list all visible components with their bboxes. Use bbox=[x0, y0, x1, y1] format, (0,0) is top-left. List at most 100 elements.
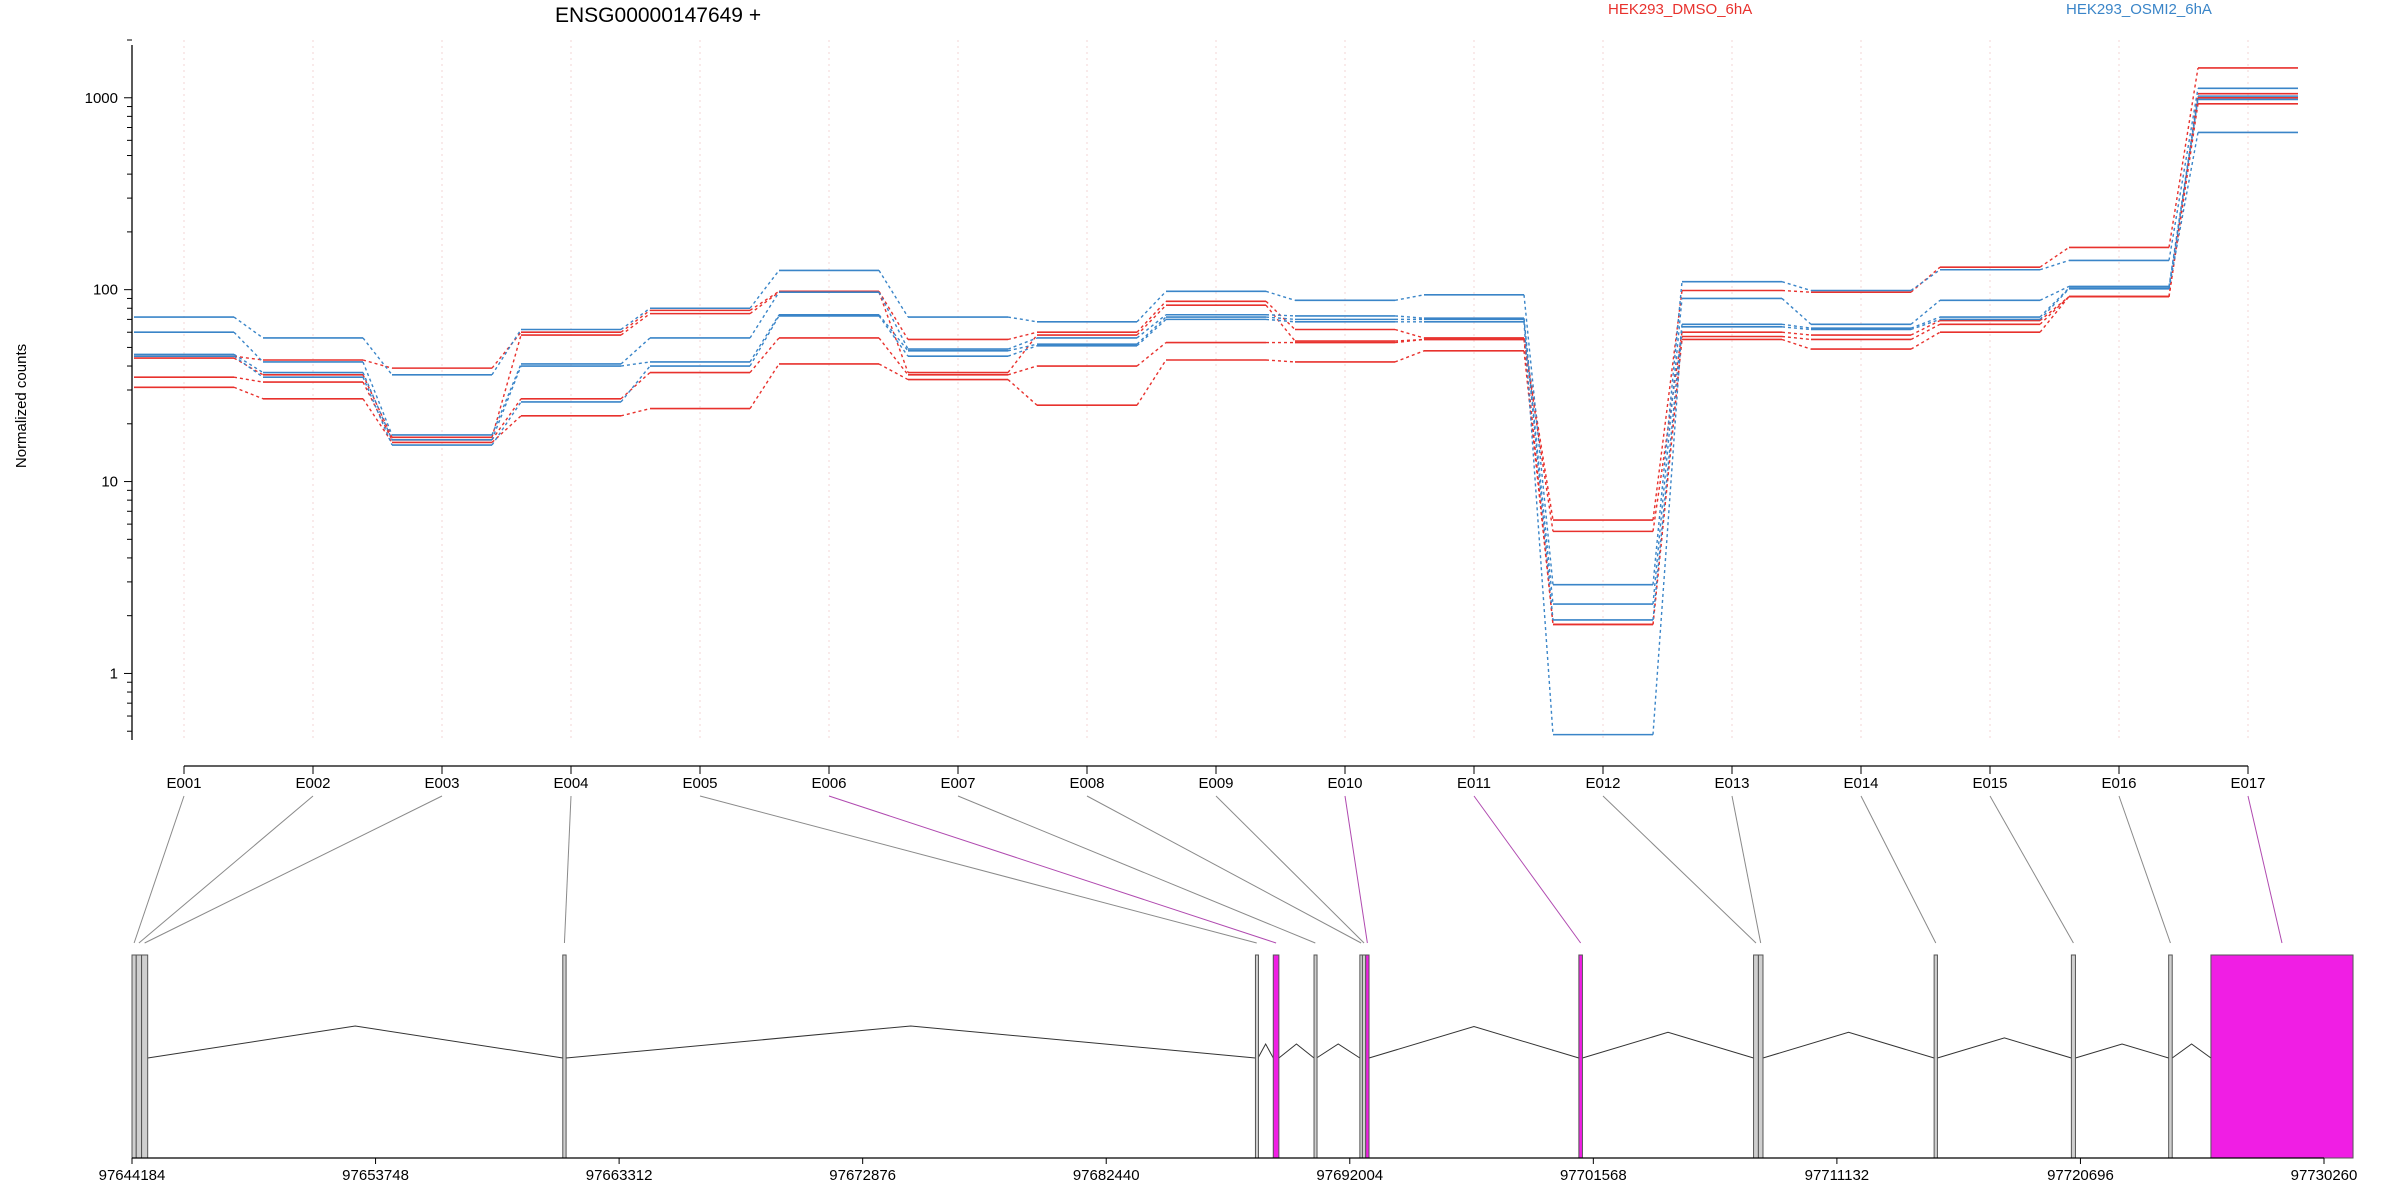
series-connector bbox=[491, 398, 522, 441]
exon-box bbox=[2070, 954, 2076, 1159]
x-tick-label: E001 bbox=[166, 775, 201, 792]
series-connector bbox=[878, 315, 909, 357]
intron-line bbox=[1316, 1043, 1361, 1059]
series-connector bbox=[233, 316, 264, 339]
series-connector bbox=[1136, 359, 1167, 406]
exon-box bbox=[1578, 954, 1583, 1159]
x-tick-label: E012 bbox=[1585, 775, 1620, 792]
series-connector bbox=[878, 363, 909, 381]
series-connector bbox=[1910, 318, 1941, 331]
series-connector bbox=[491, 401, 522, 446]
x-tick-label: E009 bbox=[1198, 775, 1233, 792]
series-connector bbox=[2168, 132, 2199, 289]
series-connector bbox=[1523, 319, 1554, 621]
series-connector bbox=[620, 309, 651, 333]
series-connector bbox=[2039, 296, 2070, 333]
series-connector bbox=[620, 307, 651, 331]
exon-connector bbox=[1602, 795, 1757, 944]
series-connector bbox=[1136, 314, 1167, 339]
gene-model bbox=[131, 954, 2354, 1159]
y-axis: 1 10 100 1000 bbox=[85, 39, 133, 740]
exon-connector bbox=[1473, 795, 1582, 944]
series-connector bbox=[878, 270, 909, 318]
series-connector bbox=[1523, 318, 1554, 605]
intron-line bbox=[147, 1025, 563, 1059]
exon-connector bbox=[144, 795, 443, 944]
series-connector bbox=[1652, 298, 1683, 605]
series-connector bbox=[1781, 335, 1812, 341]
series-connector bbox=[1781, 289, 1812, 293]
x-tick-label: E017 bbox=[2230, 775, 2265, 792]
series-connector bbox=[362, 376, 393, 446]
series-connector bbox=[1007, 316, 1038, 323]
series-line bbox=[134, 131, 2298, 736]
series-connector bbox=[749, 337, 780, 373]
series-connector bbox=[233, 376, 264, 383]
genomic-tick-label: 97644184 bbox=[99, 1167, 166, 1184]
exon-box bbox=[2210, 954, 2354, 1159]
genomic-tick-label: 97701568 bbox=[1560, 1167, 1627, 1184]
series-connector bbox=[878, 291, 909, 350]
series-connector bbox=[1007, 334, 1038, 373]
series-connector bbox=[362, 361, 393, 436]
series-connector bbox=[1781, 281, 1812, 292]
series-connector bbox=[2039, 296, 2070, 322]
series-connector bbox=[362, 398, 393, 443]
series-connector bbox=[1136, 300, 1167, 333]
exon-connector bbox=[1344, 795, 1368, 944]
intron-line bbox=[1937, 1037, 2072, 1059]
series-connector bbox=[362, 337, 393, 376]
series-line bbox=[134, 67, 2298, 521]
exon-box bbox=[1757, 954, 1764, 1159]
series-connector bbox=[1007, 345, 1038, 357]
series-connector bbox=[491, 334, 522, 438]
exon-connector bbox=[957, 795, 1316, 944]
series-connector bbox=[620, 361, 651, 367]
series-connector bbox=[2168, 67, 2199, 248]
exon-axis: E001 E002 E003 E004 E005 E006 E007 E008 E009 E010… bbox=[166, 765, 2266, 792]
intron-line bbox=[1762, 1031, 1935, 1059]
series-connector bbox=[491, 365, 522, 441]
intron-line bbox=[566, 1025, 1256, 1059]
exon-connector bbox=[1989, 795, 2074, 944]
series-line bbox=[134, 87, 2298, 586]
exon-connector bbox=[1086, 795, 1362, 944]
genomic-tick-label: 97730260 bbox=[2291, 1167, 2358, 1184]
x-tick-label: E002 bbox=[295, 775, 330, 792]
exon-box bbox=[562, 954, 567, 1159]
exon-connector bbox=[2247, 795, 2283, 944]
exon-box bbox=[131, 954, 137, 1159]
series-line bbox=[134, 98, 2298, 621]
series-connector bbox=[749, 291, 780, 339]
exon-box bbox=[1272, 954, 1280, 1159]
series-connector bbox=[1910, 323, 1941, 341]
series-connector bbox=[878, 291, 909, 373]
series-line bbox=[134, 103, 2298, 626]
series-connector bbox=[1394, 350, 1425, 363]
series-connector bbox=[1007, 343, 1038, 352]
exon-connector bbox=[133, 795, 185, 944]
x-tick-label: E013 bbox=[1714, 775, 1749, 792]
series-connector bbox=[233, 355, 264, 361]
x-tick-label: E007 bbox=[940, 775, 975, 792]
series-connector bbox=[2039, 287, 2070, 318]
series-connector bbox=[491, 329, 522, 376]
series-connector bbox=[749, 363, 780, 409]
series-connector bbox=[1136, 316, 1167, 345]
genomic-tick-label: 97692004 bbox=[1316, 1167, 1383, 1184]
intron-line bbox=[1257, 1042, 1274, 1059]
intron-line bbox=[1368, 1026, 1580, 1059]
series-connector bbox=[1781, 323, 1812, 329]
series-connector bbox=[1265, 290, 1296, 301]
series-connector bbox=[1136, 318, 1167, 347]
y-tick-label: 1 bbox=[110, 665, 118, 682]
y-tick-label: 1000 bbox=[85, 90, 118, 107]
exon-connector bbox=[1215, 795, 1365, 944]
series-connector bbox=[2168, 103, 2199, 297]
series-connector bbox=[1136, 342, 1167, 367]
series-connector bbox=[1265, 304, 1296, 342]
y-axis-label: Normalized counts bbox=[13, 344, 30, 468]
exon-connector bbox=[828, 795, 1277, 944]
series-connector bbox=[749, 269, 780, 309]
series-connector bbox=[1394, 328, 1425, 339]
